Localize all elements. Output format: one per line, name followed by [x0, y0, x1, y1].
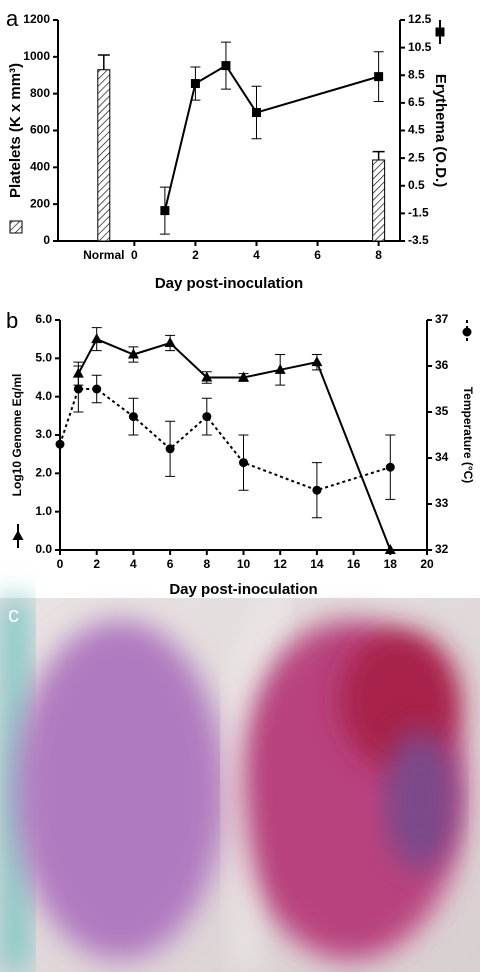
x-tick-label: 0 [57, 557, 64, 571]
marker [190, 79, 200, 89]
marker [239, 458, 248, 468]
y2-tick-label: -1.5 [408, 206, 429, 220]
y-tick-label: 1.0 [35, 504, 52, 518]
y2-tick-label: 2.5 [408, 150, 425, 164]
y-tick-label: 3.0 [35, 427, 52, 441]
marker [91, 333, 103, 344]
x-tick-label: 2 [192, 248, 199, 262]
y2-tick-label: -3.5 [408, 233, 429, 247]
y-tick-label: 200 [30, 196, 50, 210]
marker [251, 108, 261, 118]
y-tick-label: 0.0 [35, 542, 52, 556]
marker [385, 462, 395, 472]
bar [372, 159, 386, 242]
x-tick-label: 12 [274, 557, 288, 571]
marker [55, 439, 65, 449]
marker [165, 444, 175, 454]
legend-swatch [9, 220, 23, 234]
y2-tick-label: 6.5 [408, 95, 425, 109]
panel-letter: b [6, 308, 18, 333]
marker [73, 384, 83, 394]
x-tick-label: 6 [314, 248, 321, 262]
y2-tick-label: 8.5 [408, 67, 425, 81]
error-bar [97, 54, 110, 70]
marker [164, 337, 176, 347]
error-bar [372, 150, 385, 160]
marker [201, 371, 213, 382]
x-tick-label: 0 [131, 248, 138, 262]
x-tick-label: 8 [203, 557, 210, 571]
x-tick-label: 20 [420, 557, 434, 571]
y-tick-label: 400 [30, 160, 50, 174]
y2-axis-label: Temperature (°C) [461, 387, 475, 484]
line [59, 388, 391, 492]
x-tick-label: 16 [347, 557, 361, 571]
y-tick-label: 6.0 [35, 312, 52, 326]
y2-tick-label: 35 [435, 404, 449, 418]
y-axis-label: Platelets (K x mm³) [7, 63, 24, 198]
y2-tick-label: 36 [435, 358, 449, 372]
x-axis-label: Day post-inoculation [155, 275, 303, 292]
y2-tick-label: 33 [435, 496, 449, 510]
marker [311, 356, 323, 367]
x-tick-label: 4 [253, 248, 260, 262]
legend-marker [462, 327, 472, 337]
y-tick-label: 1200 [23, 12, 50, 26]
marker [374, 72, 384, 82]
x-tick-label: 8 [375, 248, 382, 262]
x-tick-label: 6 [167, 557, 174, 571]
y2-tick-label: 32 [435, 542, 449, 556]
y2-tick-label: 10.5 [408, 40, 432, 54]
y-axis-label: Log10 Genome Eq/ml [10, 374, 24, 497]
marker [274, 363, 286, 374]
marker [238, 371, 249, 382]
x-tick-label: 14 [310, 557, 324, 571]
x-tick-label: Normal [83, 248, 124, 262]
y-tick-label: 600 [30, 123, 50, 137]
y-tick-label: 1000 [23, 49, 50, 63]
marker [128, 412, 138, 422]
x-tick-label: 4 [130, 557, 137, 571]
legend-marker [435, 27, 445, 37]
marker [127, 348, 139, 359]
y-tick-label: 4.0 [35, 389, 52, 403]
x-tick-label: 18 [384, 557, 398, 571]
photo: c [0, 593, 480, 972]
right-lesion-dark [385, 730, 455, 870]
left-lesion [15, 620, 225, 960]
marker [221, 61, 231, 71]
y2-tick-label: 0.5 [408, 178, 425, 192]
y2-tick-label: 12.5 [408, 12, 432, 26]
legend-marker [12, 530, 24, 540]
marker [384, 544, 396, 554]
panel-letter: c [8, 602, 19, 627]
marker [312, 485, 322, 495]
y2-tick-label: 37 [435, 312, 449, 326]
y-tick-label: 5.0 [35, 351, 52, 365]
marker [160, 206, 170, 216]
y-tick-label: 2.0 [35, 466, 52, 480]
panel-letter: a [6, 6, 19, 31]
x-axis-label: Day post-inoculation [169, 581, 317, 598]
x-tick-label: 10 [237, 557, 251, 571]
y2-tick-label: 4.5 [408, 123, 425, 137]
marker [92, 384, 102, 394]
marker [202, 412, 212, 422]
x-tick-label: 2 [93, 557, 100, 571]
y2-tick-label: 34 [435, 450, 449, 464]
y-tick-label: 0 [43, 233, 50, 247]
y-tick-label: 800 [30, 86, 50, 100]
bar [97, 69, 111, 242]
fold [223, 593, 289, 972]
line [77, 337, 392, 551]
y2-axis-label: Erythema (O.D.) [432, 74, 449, 187]
